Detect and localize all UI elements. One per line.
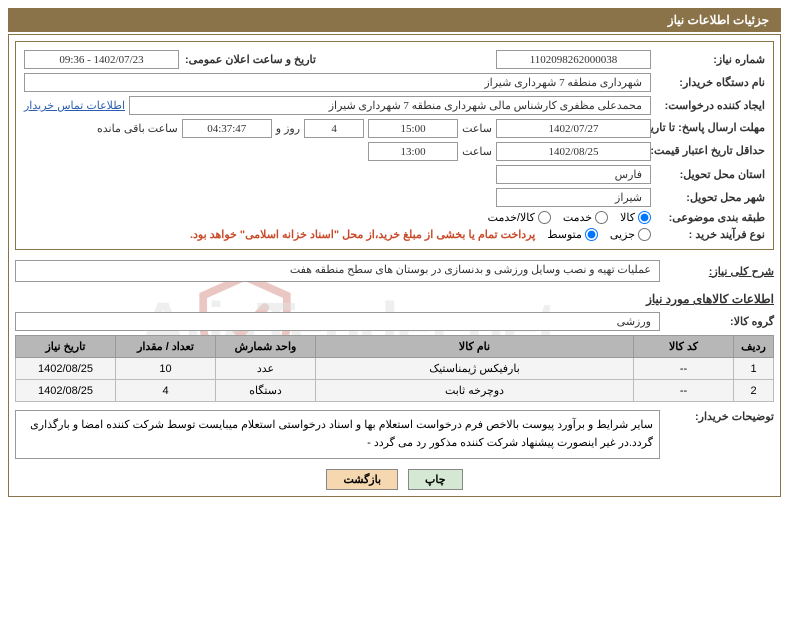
radio-goods-service[interactable]: کالا/خدمت <box>488 211 551 224</box>
city-label: شهر محل تحویل: <box>655 191 765 204</box>
items-section-title: اطلاعات کالاهای مورد نیاز <box>15 292 774 306</box>
buyer-contact-link[interactable]: اطلاعات تماس خریدار <box>24 99 125 112</box>
cell-unit: دستگاه <box>216 380 316 402</box>
cell-date: 1402/08/25 <box>16 358 116 380</box>
need-no-value: 1102098262000038 <box>496 50 651 69</box>
th-qty: تعداد / مقدار <box>116 336 216 358</box>
need-no-label: شماره نیاز: <box>655 53 765 66</box>
category-label: طبقه بندی موضوعی: <box>655 211 765 224</box>
cell-name: دوچرخه ثابت <box>316 380 634 402</box>
days-and-label: روز و <box>276 122 300 135</box>
countdown-time: 04:37:47 <box>182 119 272 138</box>
reply-date: 1402/07/27 <box>496 119 651 138</box>
buyer-desc-value: سایر شرایط و برآورد پیوست بالاخص فرم درخ… <box>15 410 660 459</box>
th-code: کد کالا <box>634 336 734 358</box>
cell-row: 1 <box>734 358 774 380</box>
overview-value: عملیات تهیه و نصب وسایل ورزشی و بدنسازی … <box>15 260 660 282</box>
group-value: ورزشی <box>15 312 660 331</box>
radio-partial[interactable]: جزیی <box>610 228 651 241</box>
days-remaining: 4 <box>304 119 364 138</box>
th-name: نام کالا <box>316 336 634 358</box>
buyer-org-value: شهرداری منطقه 7 شهرداری شیراز <box>24 73 651 92</box>
price-date: 1402/08/25 <box>496 142 651 161</box>
remaining-label: ساعت باقی مانده <box>97 122 178 135</box>
city-value: شیراز <box>496 188 651 207</box>
radio-goods[interactable]: کالا <box>620 211 651 224</box>
cell-date: 1402/08/25 <box>16 380 116 402</box>
overview-label: شرح کلی نیاز: <box>664 265 774 278</box>
table-row: 1--بارفیکس ژیمناستیکعدد101402/08/25 <box>16 358 774 380</box>
cell-unit: عدد <box>216 358 316 380</box>
reply-time: 15:00 <box>368 119 458 138</box>
th-date: تاریخ نیاز <box>16 336 116 358</box>
payment-note: پرداخت تمام یا بخشی از مبلغ خرید،از محل … <box>190 228 535 241</box>
button-bar: چاپ بازگشت <box>15 469 774 490</box>
time-label-1: ساعت <box>462 122 492 135</box>
time-label-2: ساعت <box>462 145 492 158</box>
province-label: استان محل تحویل: <box>655 168 765 181</box>
cell-qty: 4 <box>116 380 216 402</box>
items-table: ردیف کد کالا نام کالا واحد شمارش تعداد /… <box>15 335 774 402</box>
category-radios: کالا خدمت کالا/خدمت <box>488 211 651 224</box>
reply-deadline-label: مهلت ارسال پاسخ: تا تاریخ: <box>655 122 765 135</box>
buyer-desc-label: توضیحات خریدار: <box>664 410 774 423</box>
buyer-org-label: نام دستگاه خریدار: <box>655 76 765 89</box>
cell-code: -- <box>634 358 734 380</box>
price-time: 13:00 <box>368 142 458 161</box>
cell-code: -- <box>634 380 734 402</box>
inner-frame: شماره نیاز: 1102098262000038 تاریخ و ساع… <box>15 41 774 250</box>
group-label: گروه کالا: <box>664 315 774 328</box>
table-row: 2--دوچرخه ثابتدستگاه41402/08/25 <box>16 380 774 402</box>
province-value: فارس <box>496 165 651 184</box>
announce-label: تاریخ و ساعت اعلان عمومی: <box>183 53 316 66</box>
th-unit: واحد شمارش <box>216 336 316 358</box>
cell-row: 2 <box>734 380 774 402</box>
radio-service[interactable]: خدمت <box>563 211 608 224</box>
outer-frame: شماره نیاز: 1102098262000038 تاریخ و ساع… <box>8 34 781 497</box>
announce-value: 1402/07/23 - 09:36 <box>24 50 179 69</box>
print-button[interactable]: چاپ <box>408 469 463 490</box>
process-radios: جزیی متوسط <box>547 228 651 241</box>
requester-value: محمدعلی مظفری کارشناس مالی شهرداری منطقه… <box>129 96 651 115</box>
process-label: نوع فرآیند خرید : <box>655 228 765 241</box>
panel-header: جزئیات اطلاعات نیاز <box>8 8 781 32</box>
price-valid-label: حداقل تاریخ اعتبار قیمت: تا تاریخ: <box>655 145 765 158</box>
requester-label: ایجاد کننده درخواست: <box>655 99 765 112</box>
radio-medium[interactable]: متوسط <box>547 228 598 241</box>
th-row: ردیف <box>734 336 774 358</box>
back-button[interactable]: بازگشت <box>326 469 398 490</box>
cell-name: بارفیکس ژیمناستیک <box>316 358 634 380</box>
cell-qty: 10 <box>116 358 216 380</box>
